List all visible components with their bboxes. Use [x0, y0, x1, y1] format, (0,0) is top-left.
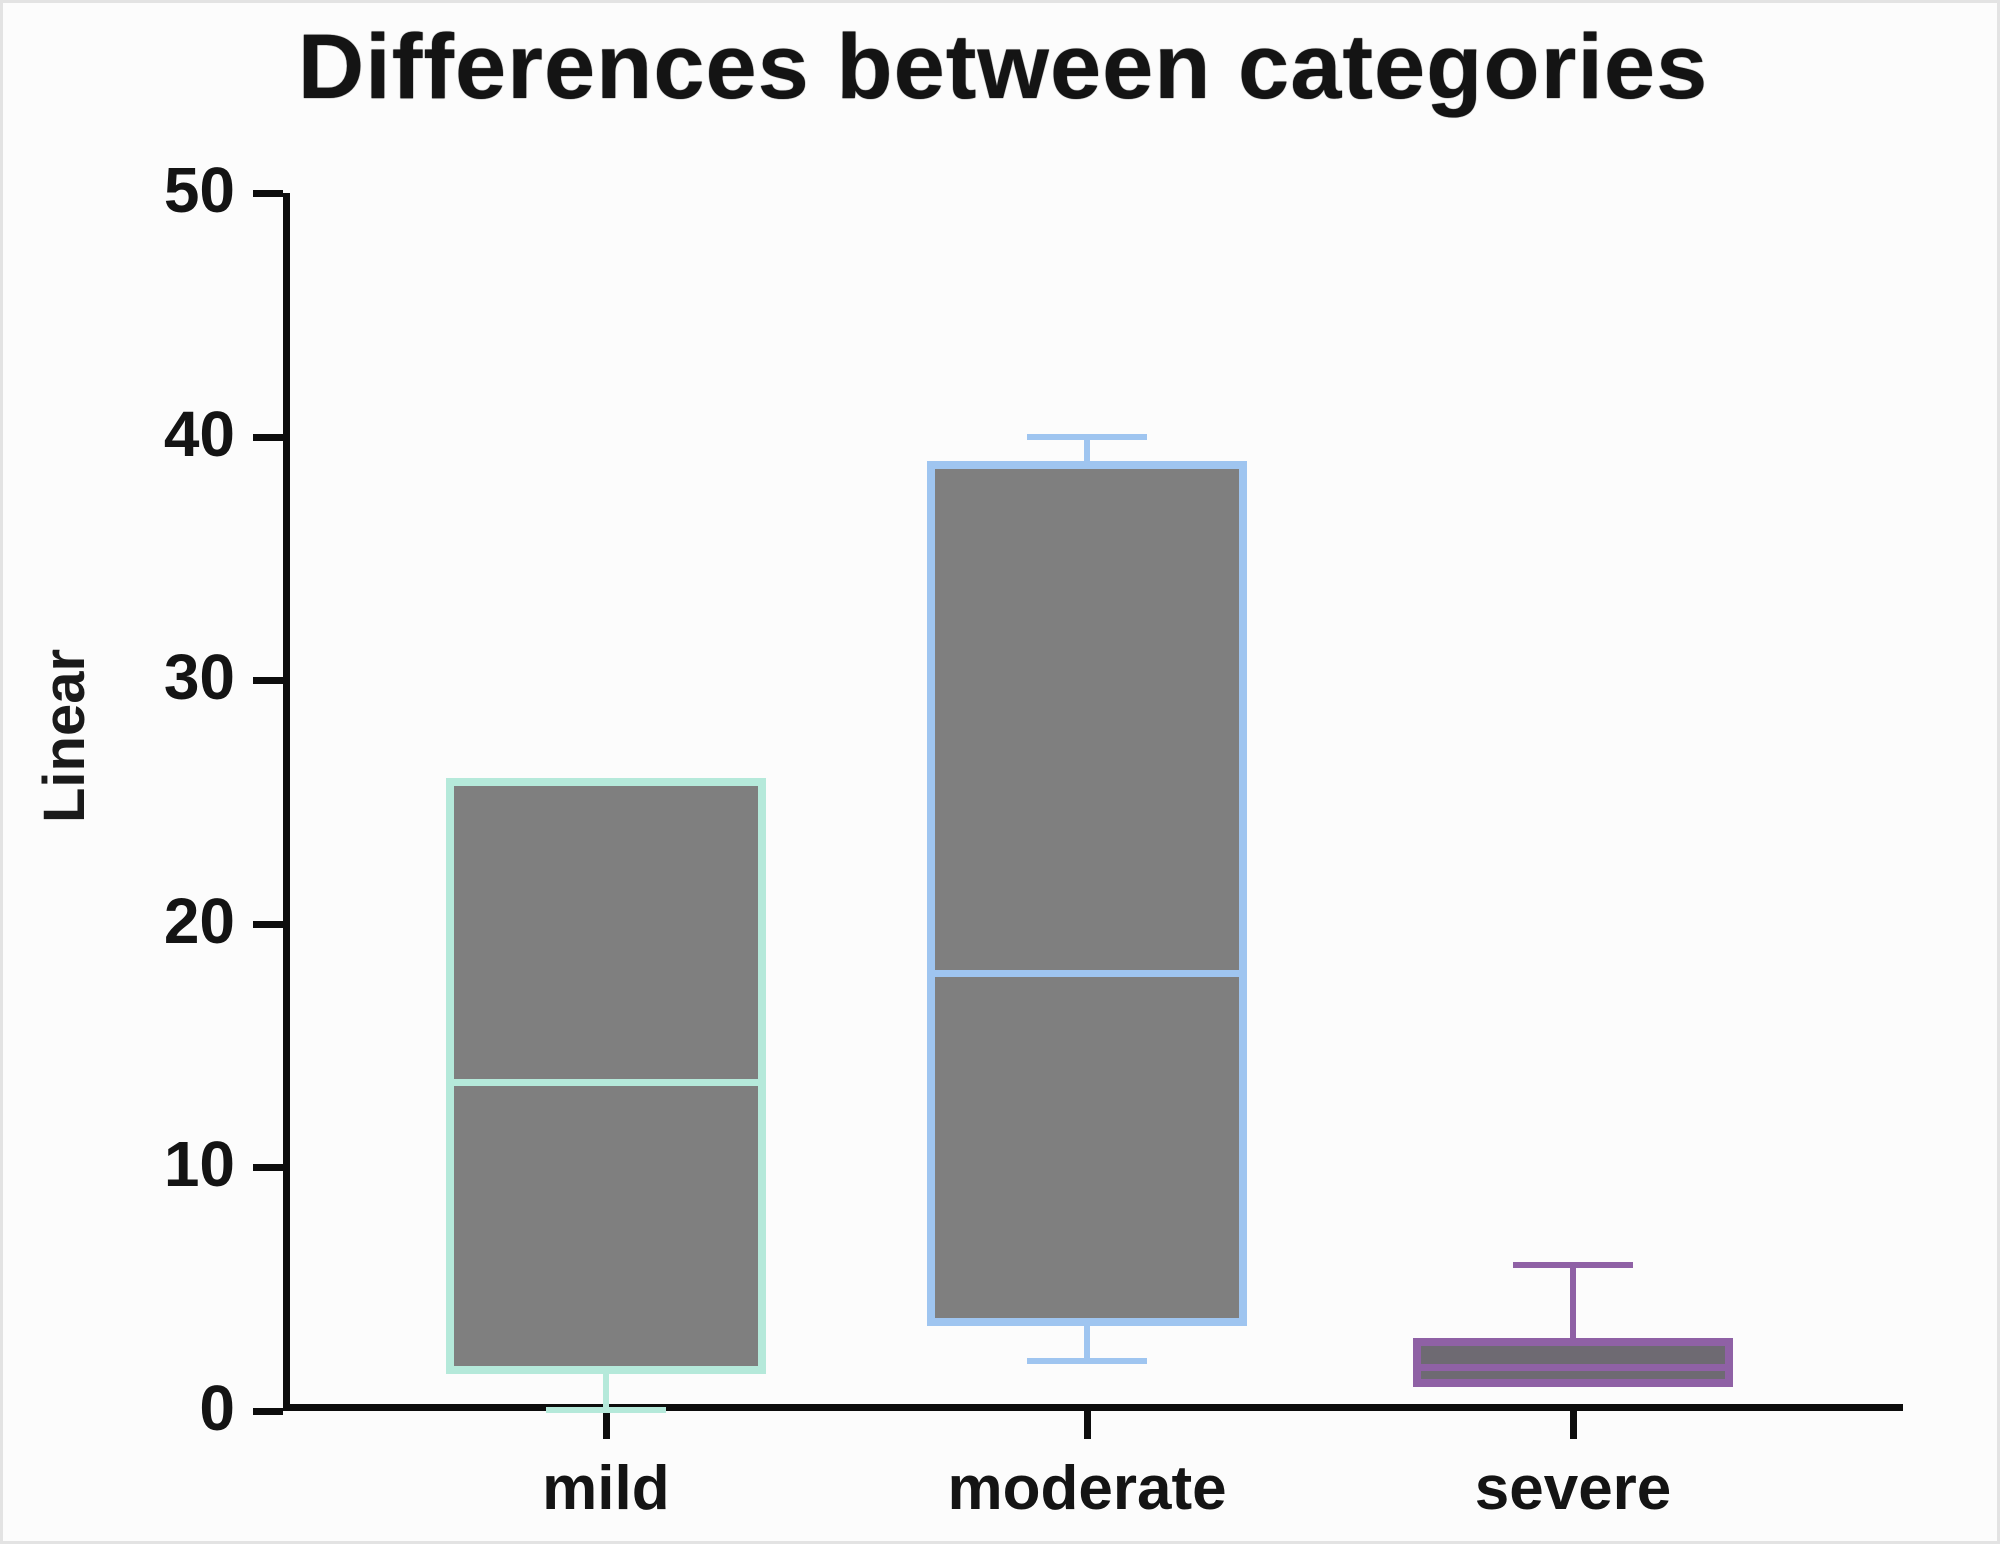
median-mild	[445, 1079, 766, 1087]
y-tick-label: 50	[163, 154, 235, 226]
whisker-lower-moderate	[1084, 1321, 1091, 1363]
y-tick-label: 40	[163, 397, 235, 470]
y-tick-mark	[253, 920, 283, 928]
y-tick-label: 0	[199, 1372, 235, 1444]
y-tick-mark	[253, 1408, 283, 1415]
box-mild	[445, 777, 766, 1375]
x-tick-label-mild: mild	[542, 1454, 670, 1523]
y-tick-label: 20	[163, 884, 235, 957]
box-moderate	[927, 460, 1248, 1326]
whisker-cap-upper-moderate	[1027, 433, 1148, 440]
whisker-upper-moderate	[1084, 436, 1091, 465]
whisker-cap-lower-mild	[545, 1407, 666, 1413]
y-tick-mark	[253, 1164, 283, 1172]
whisker-upper-severe	[1570, 1264, 1577, 1342]
x-tick-label-severe: severe	[1474, 1454, 1672, 1523]
y-tick-mark	[253, 677, 283, 685]
whisker-lower-mild	[602, 1370, 609, 1411]
box-severe	[1413, 1337, 1734, 1387]
whisker-cap-lower-moderate	[1027, 1358, 1148, 1365]
x-tick-mark	[1570, 1411, 1578, 1439]
y-tick-label: 10	[163, 1128, 235, 1201]
x-tick-mark	[602, 1411, 610, 1439]
median-severe	[1413, 1364, 1734, 1372]
y-tick-label: 30	[163, 641, 235, 714]
whisker-cap-upper-severe	[1513, 1261, 1634, 1268]
y-tick-mark	[253, 433, 283, 441]
median-moderate	[927, 969, 1248, 977]
plot-area: 0 10 20 30 40 50 mild moderate severe	[164, 154, 1903, 1523]
y-tick-mark	[253, 190, 283, 197]
x-tick-label-moderate: moderate	[947, 1454, 1227, 1523]
chart-title: Differences between categories	[297, 16, 1709, 118]
x-tick-mark	[1084, 1411, 1092, 1439]
